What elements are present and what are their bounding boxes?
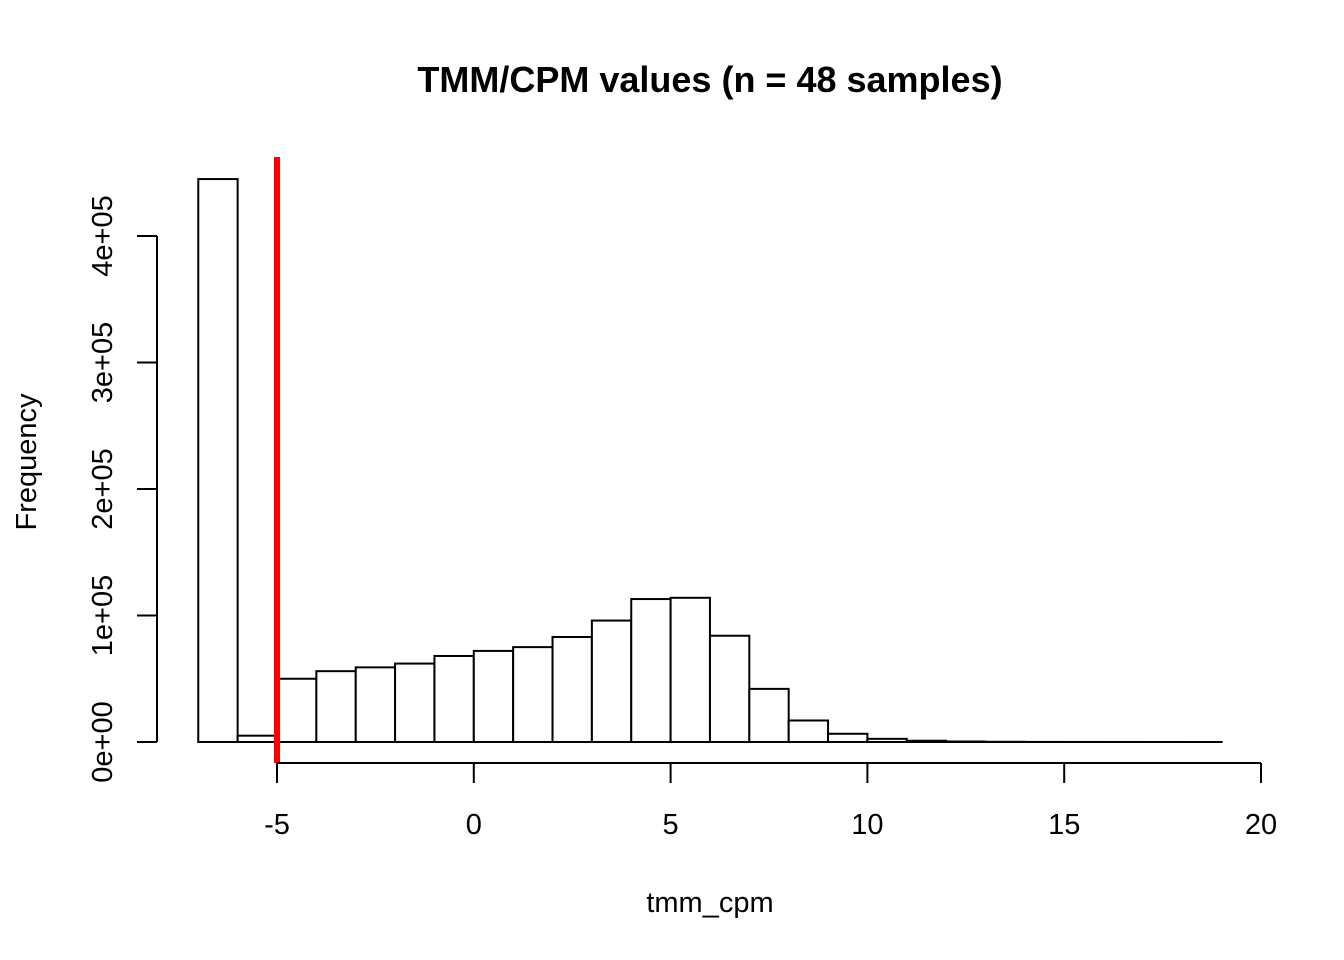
x-tick-label: 0 xyxy=(466,809,482,841)
histogram-bar xyxy=(315,670,357,743)
histogram-bar xyxy=(197,178,239,743)
histogram-bar xyxy=(827,732,869,744)
chart-title: TMM/CPM values (n = 48 samples) xyxy=(417,59,1002,100)
histogram-bar xyxy=(708,634,751,743)
x-tick-label: 10 xyxy=(851,809,883,841)
x-axis: -5 0 5 10 15 20 xyxy=(264,762,1277,841)
histogram-bar xyxy=(945,740,987,744)
x-tick-label: 5 xyxy=(663,809,679,841)
histogram-bar xyxy=(866,737,908,744)
histogram-bar xyxy=(472,649,515,743)
histogram-bar xyxy=(236,734,278,743)
y-tick-label: 4e+05 xyxy=(87,195,119,276)
y-tick-label: 0e+00 xyxy=(87,701,119,782)
x-tick-label: 15 xyxy=(1048,809,1080,841)
histogram-bar xyxy=(787,719,830,743)
histogram-bar xyxy=(276,677,318,743)
bars-group xyxy=(197,178,1223,744)
histogram-bar xyxy=(512,646,554,743)
x-axis-label: tmm_cpm xyxy=(646,887,773,919)
y-tick-label: 1e+05 xyxy=(87,575,119,656)
histogram-bar xyxy=(748,687,790,743)
histogram-bar xyxy=(669,596,711,743)
histogram-bar xyxy=(433,654,475,743)
y-tick-label: 2e+05 xyxy=(87,448,119,529)
histogram-bar xyxy=(630,598,672,743)
histogram-bar xyxy=(354,666,397,743)
histogram-bar xyxy=(551,636,593,744)
histogram-bar xyxy=(905,739,948,743)
x-tick-label: -5 xyxy=(264,809,290,841)
histogram-bar xyxy=(394,662,436,744)
y-axis-label: Frequency xyxy=(11,393,43,531)
x-tick-label: 20 xyxy=(1245,809,1277,841)
y-axis: 0e+00 1e+05 2e+05 3e+05 4e+05 xyxy=(87,195,158,783)
y-tick-label: 3e+05 xyxy=(87,322,119,403)
histogram-bar xyxy=(590,619,633,743)
